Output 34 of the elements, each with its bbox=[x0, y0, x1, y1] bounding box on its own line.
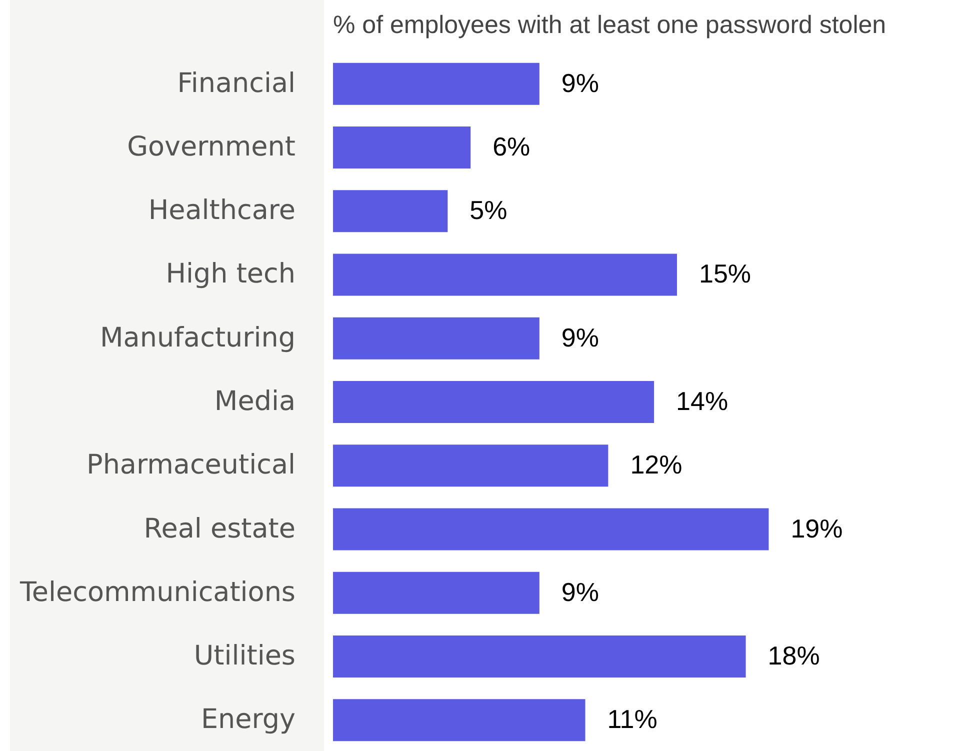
chart-title: % of employees with at least one password stolen bbox=[333, 11, 886, 39]
data-label: 9% bbox=[561, 576, 599, 607]
y-tick-label: Telecommunications bbox=[19, 576, 296, 608]
bar bbox=[333, 636, 746, 678]
y-tick-label: Real estate bbox=[144, 513, 296, 544]
bar bbox=[333, 444, 608, 487]
bar bbox=[333, 508, 769, 550]
y-tick-label: Energy bbox=[200, 704, 296, 736]
data-label: 12% bbox=[630, 450, 682, 480]
bar bbox=[333, 62, 540, 105]
bar bbox=[333, 254, 677, 296]
y-tick-label: Financial bbox=[177, 68, 296, 99]
data-label: 9% bbox=[561, 68, 599, 98]
y-tick-label: Healthcare bbox=[148, 195, 296, 226]
y-tick-label: Media bbox=[214, 386, 296, 417]
bar bbox=[333, 317, 540, 360]
data-label: 6% bbox=[492, 131, 530, 162]
y-tick-label: Manufacturing bbox=[100, 322, 296, 354]
bar bbox=[333, 190, 448, 232]
data-label: 9% bbox=[561, 322, 599, 352]
data-label: 5% bbox=[470, 195, 508, 226]
y-tick-label: Utilities bbox=[194, 640, 296, 672]
data-label: 18% bbox=[768, 640, 820, 671]
data-label: 15% bbox=[698, 258, 752, 289]
data-label: 19% bbox=[790, 513, 843, 544]
data-label: 14% bbox=[676, 386, 728, 416]
data-label: 11% bbox=[607, 704, 658, 734]
y-tick-label: Government bbox=[127, 131, 296, 162]
bar bbox=[333, 699, 586, 742]
y-tick-label: Pharmaceutical bbox=[86, 450, 296, 481]
bar bbox=[333, 381, 654, 423]
bar bbox=[333, 572, 540, 614]
bar bbox=[333, 126, 471, 168]
y-tick-label: High tech bbox=[166, 258, 296, 290]
